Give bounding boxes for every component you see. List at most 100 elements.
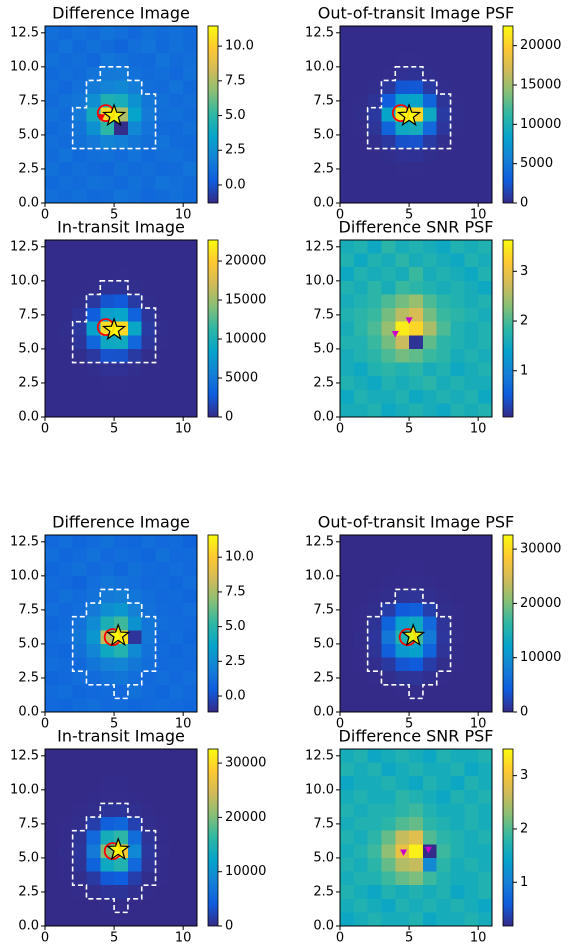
heatmap-cell — [100, 698, 114, 712]
heatmap-cell — [409, 189, 423, 203]
heatmap-cell — [340, 308, 354, 322]
heatmap-cell — [368, 630, 382, 644]
colorbar-tick-label: 10000 — [225, 332, 266, 347]
y-tick-label: 10.0 — [10, 59, 39, 74]
heatmap-cell — [409, 790, 423, 804]
heatmap-cell — [169, 658, 183, 672]
heatmap-cell — [100, 817, 114, 831]
heatmap-cell — [59, 872, 73, 886]
heatmap-cell — [114, 644, 128, 658]
y-tick-label: 7.5 — [18, 602, 39, 617]
heatmap-cell — [423, 403, 437, 417]
heatmap-cell — [86, 40, 100, 54]
heatmap-cell — [437, 349, 451, 363]
heatmap-cell — [478, 254, 492, 268]
heatmap-cell — [437, 267, 451, 281]
colorbar-tick-label: 10.0 — [225, 550, 254, 565]
heatmap-cell — [100, 376, 114, 390]
heatmap-cell — [437, 658, 451, 672]
heatmap-cell — [45, 162, 59, 176]
panel-title: Difference SNR PSF — [339, 727, 494, 746]
heatmap-cell — [354, 363, 368, 377]
heatmap-cell — [437, 844, 451, 858]
heatmap-cell — [73, 40, 87, 54]
heatmap-cell — [464, 630, 478, 644]
heatmap-cell — [409, 94, 423, 108]
heatmap-cell — [368, 376, 382, 390]
heatmap-cell — [368, 349, 382, 363]
heatmap-cell — [423, 335, 437, 349]
heatmap-cell — [354, 803, 368, 817]
heatmap-cell — [128, 376, 142, 390]
heatmap-cell — [114, 885, 128, 899]
heatmap-cell — [156, 108, 170, 122]
heatmap-cell — [142, 176, 156, 190]
heatmap-cell — [128, 121, 142, 135]
heatmap-cell — [73, 403, 87, 417]
heatmap-cell — [409, 671, 423, 685]
heatmap-cell — [451, 790, 465, 804]
heatmap-cell — [478, 562, 492, 576]
heatmap-cell — [451, 363, 465, 377]
heatmap-cell — [169, 576, 183, 590]
heatmap-cell — [86, 885, 100, 899]
heatmap-cell — [128, 698, 142, 712]
heatmap-cell — [73, 376, 87, 390]
heatmap-cell — [437, 562, 451, 576]
heatmap-cell — [59, 549, 73, 563]
heatmap-cell — [437, 698, 451, 712]
heatmap-cell — [183, 403, 197, 417]
heatmap-cell — [340, 281, 354, 295]
heatmap-cell — [114, 390, 128, 404]
heatmap-cell — [156, 803, 170, 817]
heatmap-cell — [156, 363, 170, 377]
heatmap-cell — [73, 240, 87, 254]
heatmap-cell — [100, 763, 114, 777]
heatmap-cell — [437, 376, 451, 390]
heatmap-cell — [381, 589, 395, 603]
heatmap-cell — [381, 763, 395, 777]
heatmap-cell — [464, 80, 478, 94]
heatmap-cell — [478, 790, 492, 804]
heatmap-cell — [156, 189, 170, 203]
heatmap-cell — [368, 94, 382, 108]
heatmap-cell — [368, 390, 382, 404]
colorbar — [503, 749, 513, 926]
heatmap-cell — [451, 831, 465, 845]
heatmap-cell — [354, 576, 368, 590]
heatmap-cell — [437, 858, 451, 872]
heatmap-cell — [478, 162, 492, 176]
heatmap-cell — [183, 858, 197, 872]
heatmap-cell — [156, 549, 170, 563]
heatmap-cell — [142, 749, 156, 763]
heatmap-cell — [114, 535, 128, 549]
heatmap-cell — [464, 281, 478, 295]
heatmap-cell — [381, 603, 395, 617]
heatmap-cell — [395, 240, 409, 254]
heatmap-cell — [100, 912, 114, 926]
heatmap-cell — [409, 872, 423, 886]
heatmap-cell — [59, 53, 73, 67]
heatmap-cell — [451, 390, 465, 404]
heatmap-cell — [169, 817, 183, 831]
heatmap-cell — [464, 176, 478, 190]
heatmap-cell — [478, 121, 492, 135]
y-tick-label: 0.0 — [313, 919, 334, 934]
heatmap-cell — [423, 749, 437, 763]
heatmap-cell — [45, 281, 59, 295]
heatmap-cell — [128, 108, 142, 122]
heatmap-cell — [73, 67, 87, 81]
heatmap-cell — [395, 912, 409, 926]
heatmap-cell — [45, 335, 59, 349]
heatmap-cell — [395, 40, 409, 54]
heatmap-cell — [354, 912, 368, 926]
heatmap-cell — [128, 294, 142, 308]
heatmap-cell — [59, 294, 73, 308]
panel: Difference Image05100.02.55.07.510.012.5… — [10, 4, 254, 223]
heatmap-cell — [340, 698, 354, 712]
heatmap-cell — [368, 26, 382, 40]
heatmap-cell — [464, 831, 478, 845]
heatmap-cell — [142, 872, 156, 886]
heatmap-cell — [45, 698, 59, 712]
heatmap-cell — [183, 162, 197, 176]
